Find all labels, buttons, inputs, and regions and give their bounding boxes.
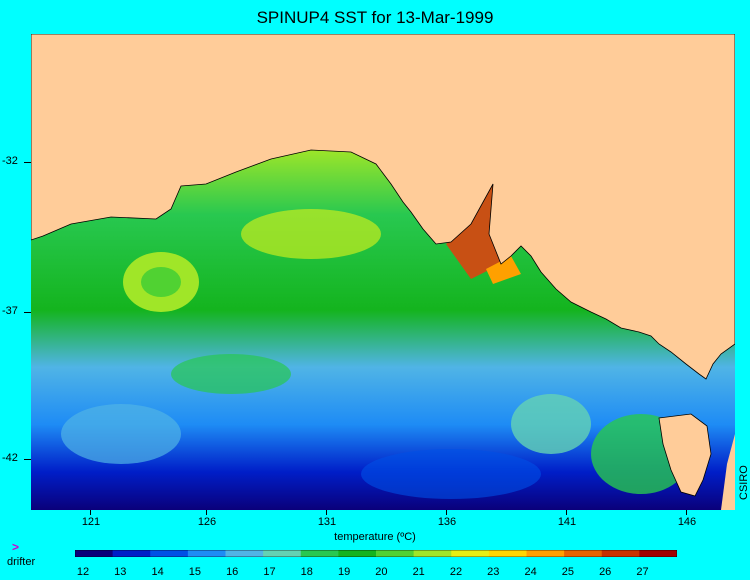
tasmania (658, 413, 712, 497)
colorbar-tick-label: 17 (263, 566, 276, 578)
eddy (141, 267, 181, 297)
colorbar-tick-label: 27 (636, 566, 649, 578)
x-tick-label: 136 (437, 516, 457, 528)
colorbar-tick-label: 24 (524, 566, 537, 578)
colorbar-segment (639, 550, 677, 557)
x-tick-label: 141 (557, 516, 577, 528)
eddy (61, 404, 181, 464)
sst-map (31, 34, 735, 510)
y-tick-mark (24, 162, 31, 163)
colorbar-tick-label: 22 (449, 566, 463, 578)
x-tick-label: 131 (317, 516, 337, 528)
colorbar-tick-label: 18 (300, 566, 313, 578)
gulf-warm (486, 256, 521, 284)
y-tick-mark (24, 312, 31, 313)
x-tick-label: 146 (677, 516, 697, 528)
colorbar-tick-label: 26 (599, 566, 612, 578)
colorbar-tick-label: 15 (188, 566, 202, 578)
x-tick-mark (566, 510, 567, 515)
y-tick-label: -32 (2, 155, 18, 167)
colorbar-segment (112, 550, 151, 557)
colorbar-tick-label: 21 (412, 566, 425, 578)
eddy (171, 354, 291, 394)
eddy (511, 394, 591, 454)
colorbar-segment (263, 550, 302, 557)
x-tick-mark (686, 510, 687, 515)
colorbar-segment (150, 550, 189, 557)
colorbar-segment (75, 550, 114, 557)
x-tick-mark (446, 510, 447, 515)
colorbar-segment (376, 550, 415, 557)
drifter-icon: > (12, 540, 20, 554)
credit-label: CSIRO (738, 465, 750, 500)
y-tick-mark (24, 459, 31, 460)
colorbar-segment (488, 550, 527, 557)
colorbar-tick-label: 19 (337, 566, 351, 578)
colorbar-tick-label: 25 (561, 566, 575, 578)
eddy (361, 449, 541, 499)
colorbar-tick-label: 23 (487, 566, 500, 578)
colorbar-segment (413, 550, 452, 557)
y-tick-label: -42 (2, 452, 18, 464)
colorbar-segment (564, 550, 603, 557)
colorbar-tick-label: 16 (226, 566, 239, 578)
x-tick-mark (90, 510, 91, 515)
colorbar-segment (187, 550, 226, 557)
x-tick-label: 121 (81, 516, 101, 528)
map-title: SPINUP4 SST for 13-Mar-1999 (256, 8, 494, 27)
x-tick-mark (326, 510, 327, 515)
colorbar-tick-label: 12 (76, 566, 90, 578)
colorbar-segment (601, 550, 640, 557)
colorbar-segment (526, 550, 565, 557)
colorbar-tick-label: 14 (151, 566, 164, 578)
colorbar-tick-label: 20 (375, 566, 388, 578)
drifter-label: drifter (7, 556, 36, 568)
colorbar-segment (225, 550, 264, 557)
x-tick-mark (206, 510, 207, 515)
colorbar-label: temperature (ºC) (334, 531, 416, 543)
colorbar-segment (300, 550, 339, 557)
colorbar (75, 550, 677, 557)
y-tick-label: -37 (2, 305, 18, 317)
land-strip (721, 434, 735, 510)
colorbar-tick-label: 13 (114, 566, 127, 578)
x-tick-label: 126 (197, 516, 217, 528)
land-area (31, 34, 735, 380)
eddy (241, 209, 381, 259)
gulf-warm (446, 184, 501, 279)
colorbar-segment (451, 550, 490, 557)
colorbar-segment (338, 550, 377, 557)
